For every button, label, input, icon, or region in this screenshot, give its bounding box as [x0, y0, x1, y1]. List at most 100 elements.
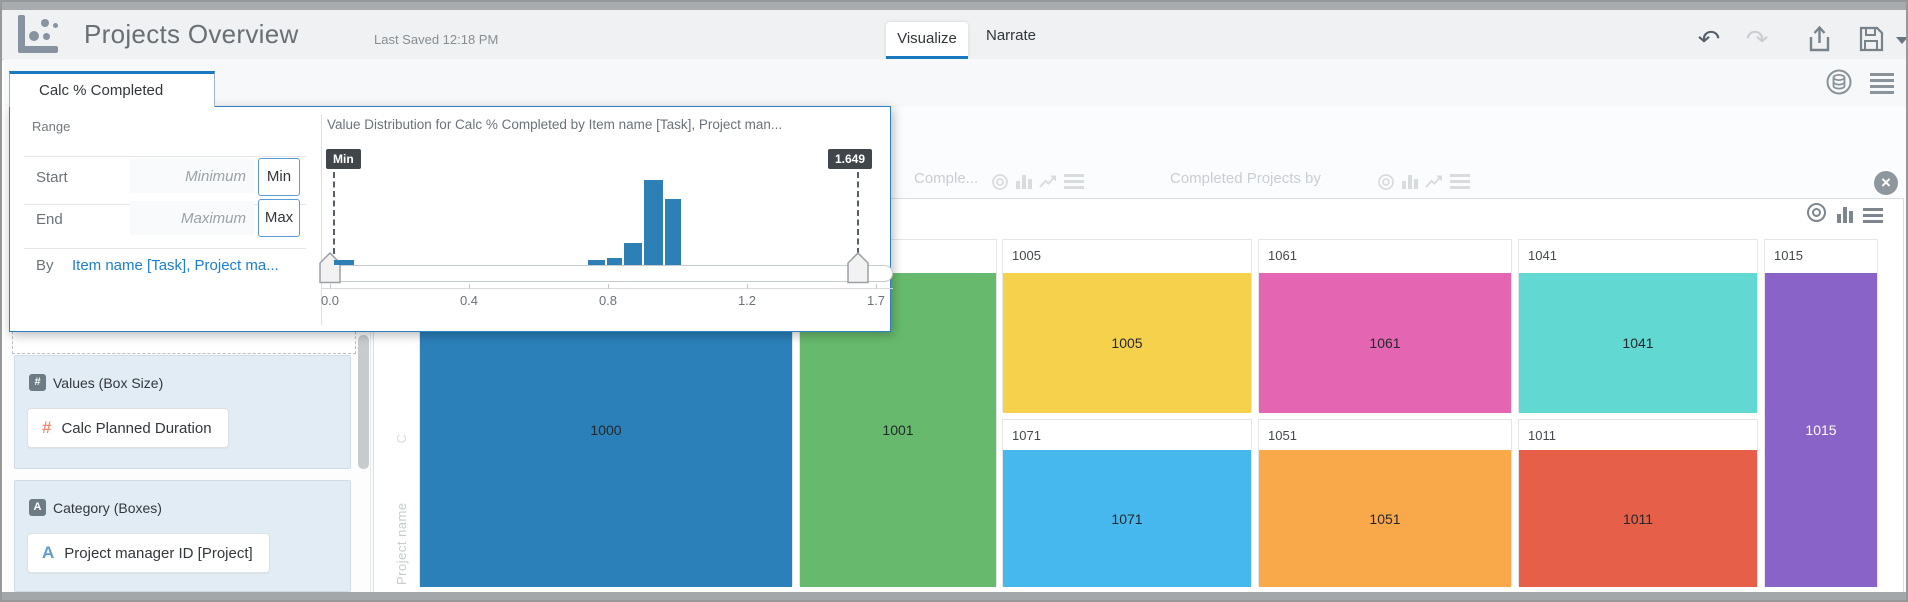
- by-label: By: [36, 257, 54, 274]
- histogram-bar: [644, 180, 663, 265]
- histogram-bar: [624, 243, 642, 265]
- app-logo-icon: [16, 15, 62, 53]
- dimension-type-icon: A: [29, 499, 46, 516]
- range-section-label: Range: [32, 119, 71, 134]
- axis-tick: [469, 284, 470, 289]
- bullseye-icon: [1807, 203, 1826, 222]
- tile-value-label: 1005: [1003, 273, 1251, 413]
- app-header: Projects Overview Last Saved 12:18 PM Vi…: [2, 10, 1906, 60]
- hamburger-icon: [1870, 70, 1894, 97]
- bar-chart-icon: [1402, 174, 1418, 189]
- end-input[interactable]: [130, 201, 254, 235]
- window-bottom-edge: [2, 592, 1906, 600]
- range-slider-track[interactable]: [322, 265, 893, 282]
- database-circle-icon: [1826, 69, 1852, 95]
- panel-list-button[interactable]: [1870, 70, 1894, 102]
- max-button[interactable]: Max: [258, 199, 300, 237]
- popup-divider: [321, 115, 322, 325]
- category-panel-title: Category (Boxes): [53, 500, 162, 516]
- axis-tick-label: 1.7: [866, 293, 886, 308]
- related-viz-button[interactable]: [1806, 202, 1827, 228]
- min-button[interactable]: Min: [258, 158, 300, 196]
- tile-header-label: 1061: [1259, 240, 1511, 273]
- max-slider-handle[interactable]: [847, 251, 869, 289]
- background-chart-title-left: Comple...: [914, 170, 979, 187]
- measure-hash-icon: #: [42, 418, 52, 437]
- bullseye-icon: [1378, 173, 1394, 190]
- close-maximized-button[interactable]: ×: [1874, 171, 1898, 195]
- treemap-tile-1015[interactable]: 1015 1015: [1764, 239, 1878, 587]
- start-input[interactable]: [130, 159, 254, 193]
- histogram-bar: [334, 260, 354, 265]
- treemap-tile-1061[interactable]: 1061 1061: [1258, 239, 1512, 413]
- dataset-picker-button[interactable]: [1824, 67, 1854, 102]
- axis-tick-label: 1.2: [737, 293, 757, 308]
- category-panel: A Category (Boxes) A Project manager ID …: [14, 480, 351, 592]
- tile-value-label: 1041: [1519, 273, 1757, 413]
- tile-header-label: 1005: [1003, 240, 1251, 273]
- max-handle-tooltip: 1.649: [827, 149, 872, 169]
- dimension-a-icon: A: [42, 543, 55, 562]
- redo-button[interactable]: ↷: [1740, 22, 1774, 56]
- values-panel-title: Values (Box Size): [53, 375, 164, 391]
- save-dropdown-caret[interactable]: [1896, 37, 1906, 44]
- by-dimensions-link[interactable]: Item name [Task], Project ma...: [72, 257, 279, 274]
- dimension-chip-label: Project manager ID [Project]: [64, 544, 253, 562]
- tile-value-label: 1071: [1003, 450, 1251, 587]
- chart-type-button[interactable]: [1837, 207, 1853, 223]
- values-panel: # Values (Box Size) # Calc Planned Durat…: [14, 355, 351, 469]
- menu-icon: [1450, 171, 1470, 192]
- axis-tick: [876, 284, 877, 289]
- axis-tick-label: 0.0: [320, 293, 340, 308]
- chart-menu-button[interactable]: [1863, 205, 1883, 226]
- tile-value-label: 1011: [1519, 450, 1757, 587]
- export-icon: [1809, 25, 1830, 52]
- tile-header-label: 1051: [1259, 420, 1511, 450]
- save-button[interactable]: [1854, 22, 1888, 56]
- treemap-tile-1011[interactable]: 1011 1011: [1518, 419, 1758, 587]
- axis-tick: [330, 284, 331, 289]
- tile-value-label: 1061: [1259, 273, 1511, 413]
- treemap-tile-1005[interactable]: 1005 1005: [1002, 239, 1252, 413]
- filter-popup-tab[interactable]: Calc % Completed: [9, 71, 215, 107]
- bar-chart-icon: [1016, 174, 1032, 189]
- window-top-edge: [2, 2, 1906, 10]
- redo-icon: ↷: [1745, 25, 1769, 53]
- histogram-title: Value Distribution for Calc % Completed …: [327, 117, 783, 132]
- y-axis-label: Project name: [394, 502, 409, 585]
- export-button[interactable]: [1802, 22, 1836, 56]
- min-handle-tooltip: Min: [326, 149, 361, 169]
- axis-tick-label: 0.8: [598, 293, 618, 308]
- measure-chip[interactable]: # Calc Planned Duration: [27, 408, 229, 448]
- axis-label-fragment: C: [394, 434, 409, 444]
- background-chart-title-right: Completed Projects by: [1170, 170, 1321, 187]
- tile-header-label: 1011: [1519, 420, 1757, 450]
- measure-type-icon: #: [29, 374, 46, 391]
- treemap-tile-1071[interactable]: 1071 1071: [1002, 419, 1252, 587]
- measure-chip-label: Calc Planned Duration: [61, 419, 212, 437]
- treemap-tile-1041[interactable]: 1041 1041: [1518, 239, 1758, 413]
- tile-header-label: 1071: [1003, 420, 1251, 450]
- menu-icon: [1064, 171, 1084, 192]
- dimension-chip[interactable]: A Project manager ID [Project]: [27, 533, 270, 573]
- axis-line: [322, 288, 893, 289]
- sidebar-scrollbar-thumb[interactable]: [358, 335, 369, 469]
- histogram-bar: [588, 260, 605, 265]
- axis-tick: [747, 284, 748, 289]
- page-title: Projects Overview: [84, 19, 299, 49]
- end-row-label: End: [36, 211, 63, 228]
- treemap-tile-1051[interactable]: 1051 1051: [1258, 419, 1512, 587]
- background-chart-toolbar-left: [991, 171, 1084, 192]
- filter-bar: [4, 59, 1906, 108]
- tile-value-label: 1051: [1259, 450, 1511, 587]
- histogram-bar: [607, 258, 622, 265]
- tab-visualize[interactable]: Visualize: [886, 22, 968, 59]
- save-icon: [1859, 26, 1884, 52]
- trend-icon: [1039, 175, 1056, 188]
- filter-popup: Range Start Min End Max By Item name [Ta…: [9, 106, 893, 332]
- background-chart-toolbar-right: [1377, 171, 1470, 192]
- axis-tick: [608, 284, 609, 289]
- undo-button[interactable]: ↶: [1692, 22, 1726, 56]
- bullseye-icon: [992, 173, 1008, 190]
- tab-narrate[interactable]: Narrate: [986, 27, 1037, 44]
